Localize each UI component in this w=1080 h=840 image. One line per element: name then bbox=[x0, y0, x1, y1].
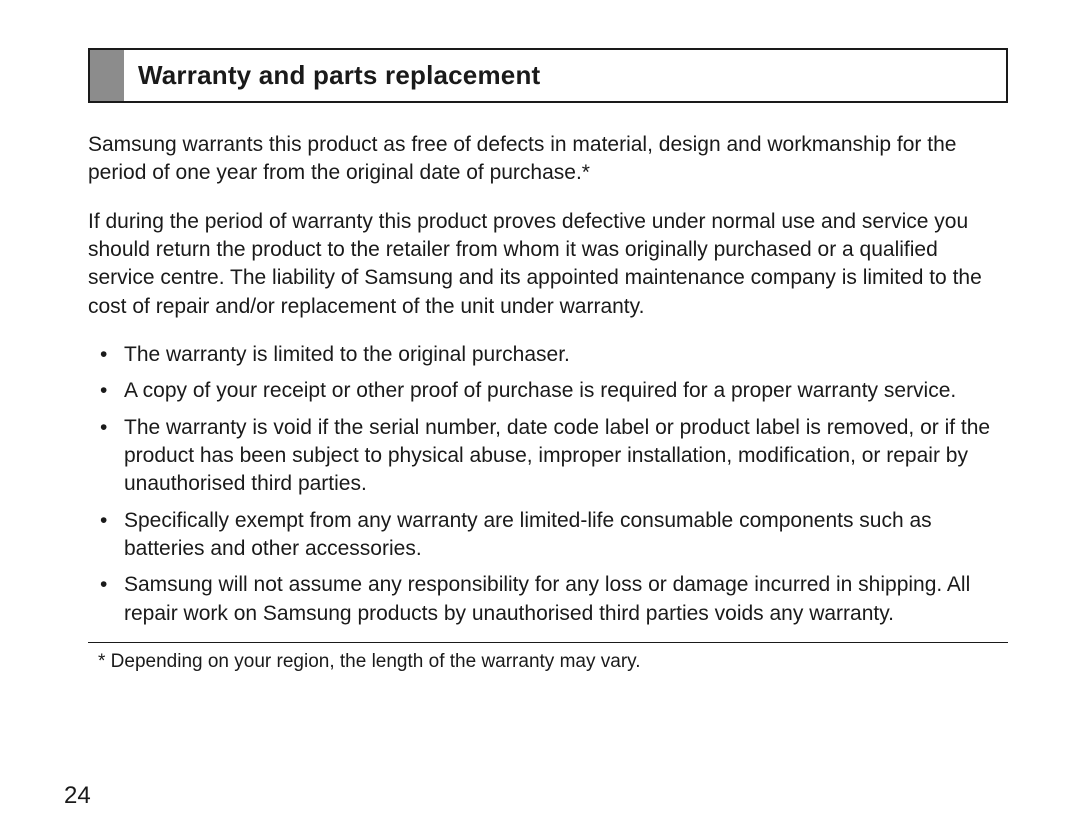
bullet-list: The warranty is limited to the original … bbox=[88, 341, 1008, 628]
heading-tab bbox=[90, 50, 124, 101]
page-number: 24 bbox=[64, 782, 91, 810]
list-item: A copy of your receipt or other proof of… bbox=[124, 377, 1008, 405]
list-item: Samsung will not assume any responsibili… bbox=[124, 571, 1008, 628]
document-page: Warranty and parts replacement Samsung w… bbox=[0, 0, 1080, 840]
list-item: The warranty is limited to the original … bbox=[124, 341, 1008, 369]
section-heading-box: Warranty and parts replacement bbox=[88, 48, 1008, 103]
paragraph: Samsung warrants this product as free of… bbox=[88, 131, 1008, 188]
footnote-rule bbox=[88, 642, 1008, 643]
footnote-text: * Depending on your region, the length o… bbox=[88, 649, 1008, 675]
section-heading: Warranty and parts replacement bbox=[124, 50, 554, 101]
list-item: Specifically exempt from any warranty ar… bbox=[124, 507, 1008, 564]
list-item: The warranty is void if the serial numbe… bbox=[124, 414, 1008, 499]
body-text: Samsung warrants this product as free of… bbox=[88, 131, 1008, 675]
paragraph: If during the period of warranty this pr… bbox=[88, 208, 1008, 321]
